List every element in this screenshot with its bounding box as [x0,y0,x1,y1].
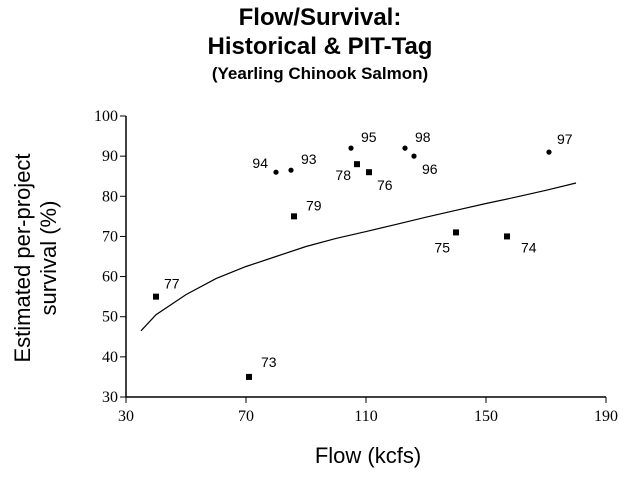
data-label-98: 98 [415,129,431,145]
data-point-94 [273,169,279,175]
data-label-78: 78 [335,167,351,183]
data-point-73 [246,373,252,380]
y-tick-label: 30 [102,389,118,406]
data-point-93 [288,167,294,173]
points-layer: 94 93 95 98 96 97 77 73 79 78 76 75 74 [153,129,573,380]
chart-title: Flow/Survival: [238,4,402,31]
y-tick-label: 80 [102,188,118,205]
x-tick-label: 150 [474,408,498,425]
data-label-97: 97 [557,131,573,147]
data-label-94: 94 [252,155,268,171]
data-point-74 [504,233,510,240]
x-tick-label: 70 [238,408,254,425]
chart-subtitle: (Yearling Chinook Salmon) [211,64,429,83]
data-label-74: 74 [521,239,537,255]
y-tick-label: 40 [102,349,118,366]
data-point-77 [153,293,159,300]
data-label-79: 79 [306,197,322,213]
data-label-95: 95 [361,129,377,145]
x-tick-label: 190 [594,408,618,425]
data-point-95 [348,145,354,151]
data-point-98 [402,145,408,151]
x-tick-label: 30 [118,408,134,425]
y-axis-label-line2: survival (%) [36,201,61,316]
chart-title-line2: Historical & PIT-Tag [207,33,433,60]
y-axis-label-line1: Estimated per-project [10,153,35,362]
data-label-76: 76 [377,177,393,193]
data-point-75 [453,229,459,236]
y-tick-label: 70 [102,228,118,245]
y-tick-label: 50 [102,309,118,326]
data-point-78 [354,161,360,168]
data-point-76 [366,169,372,176]
data-label-93: 93 [301,151,317,167]
y-tick-label: 60 [102,269,118,286]
x-tick-label: 110 [354,408,377,425]
y-tick-label: 90 [102,148,118,165]
data-point-79 [291,213,297,220]
data-point-97 [546,149,552,155]
data-label-73: 73 [261,354,277,370]
data-label-75: 75 [434,239,450,255]
data-point-96 [411,153,417,159]
y-axis-label: Estimated per-project survival (%) [10,153,61,362]
y-tick-label: 100 [94,108,118,125]
data-label-96: 96 [422,161,438,177]
x-axis-label: Flow (kcfs) [315,443,421,468]
fit-curve-layer [140,182,577,332]
fit-curve [140,182,577,332]
axes: 30 40 50 60 70 80 90 100 30 70 110 150 190 [94,108,618,425]
data-label-77: 77 [164,276,180,292]
